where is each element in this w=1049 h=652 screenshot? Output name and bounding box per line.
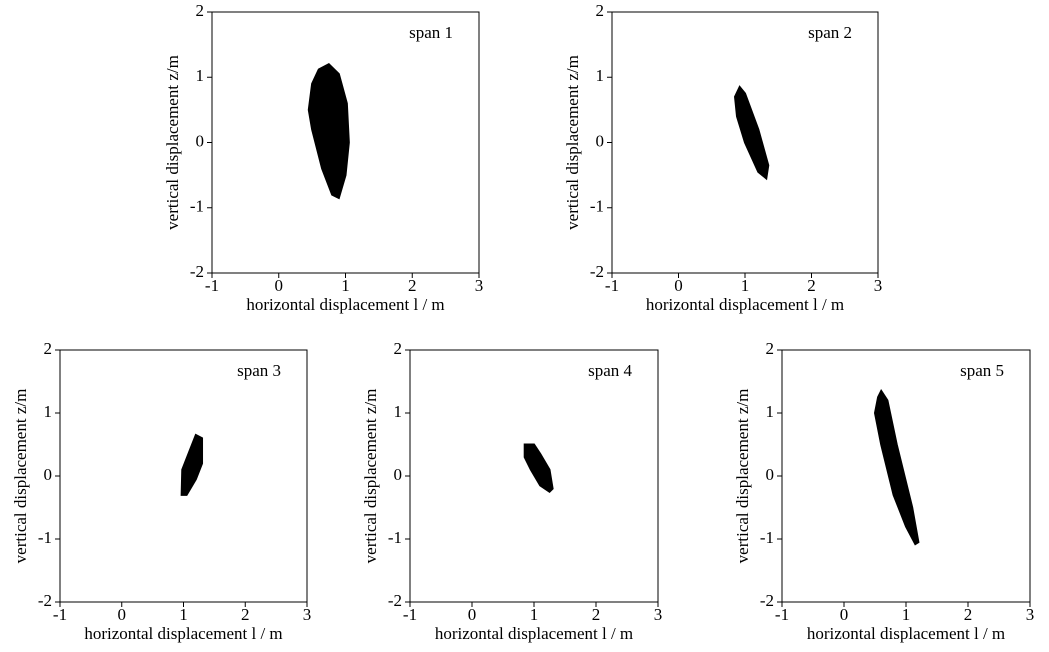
- y-axis-label: vertical displacement z/m: [361, 389, 380, 564]
- plot-frame: [781, 349, 1031, 603]
- x-tick-label: 3: [475, 276, 484, 295]
- x-tick-label: 0: [674, 276, 683, 295]
- y-tick-label: 1: [44, 402, 53, 421]
- x-tick-label: 2: [408, 276, 417, 295]
- y-axis-label: vertical displacement z/m: [563, 55, 582, 230]
- x-tick-label: 1: [902, 605, 911, 624]
- subplot-title: span 3: [237, 361, 281, 380]
- y-tick-label: 0: [394, 465, 403, 484]
- subplot-title: span 5: [960, 361, 1004, 380]
- y-tick-label: -1: [760, 528, 774, 547]
- x-tick-label: 2: [964, 605, 973, 624]
- y-tick-label: 1: [196, 66, 205, 85]
- x-tick-label: 3: [303, 605, 312, 624]
- x-axis-label: horizontal displacement l / m: [246, 295, 444, 314]
- y-tick-label: -2: [388, 591, 402, 610]
- x-tick-label: 0: [840, 605, 849, 624]
- x-tick-label: 0: [118, 605, 127, 624]
- y-tick-label: 0: [766, 465, 775, 484]
- y-tick-label: 2: [394, 339, 403, 358]
- trajectory: [307, 62, 350, 200]
- y-tick-label: -2: [590, 262, 604, 281]
- y-axis-label: vertical displacement z/m: [163, 55, 182, 230]
- x-tick-label: -1: [775, 605, 789, 624]
- x-tick-label: -1: [605, 276, 619, 295]
- x-tick-label: 3: [654, 605, 663, 624]
- subplot-title: span 4: [588, 361, 632, 380]
- trajectory: [873, 388, 920, 546]
- x-tick-label: 1: [741, 276, 750, 295]
- x-axis-label: horizontal displacement l / m: [435, 624, 633, 643]
- y-tick-label: -1: [388, 528, 402, 547]
- x-tick-label: 2: [592, 605, 601, 624]
- x-tick-label: 1: [341, 276, 350, 295]
- y-tick-label: 0: [196, 131, 205, 150]
- x-tick-label: 3: [874, 276, 883, 295]
- y-tick-label: 0: [44, 465, 53, 484]
- y-tick-label: 0: [596, 131, 605, 150]
- x-tick-label: 3: [1026, 605, 1035, 624]
- x-tick-label: -1: [53, 605, 67, 624]
- x-tick-label: -1: [403, 605, 417, 624]
- x-axis-label: horizontal displacement l / m: [646, 295, 844, 314]
- x-tick-label: 2: [807, 276, 816, 295]
- y-tick-label: -2: [760, 591, 774, 610]
- y-tick-label: -2: [190, 262, 204, 281]
- y-tick-label: -2: [38, 591, 52, 610]
- y-axis-label: vertical displacement z/m: [11, 389, 30, 564]
- y-tick-label: 2: [196, 1, 205, 20]
- y-tick-label: -1: [590, 197, 604, 216]
- subplot-title: span 2: [808, 23, 852, 42]
- x-axis-label: horizontal displacement l / m: [84, 624, 282, 643]
- x-tick-label: 1: [179, 605, 188, 624]
- trajectory: [734, 85, 770, 181]
- x-tick-label: 2: [241, 605, 250, 624]
- y-axis-label: vertical displacement z/m: [733, 389, 752, 564]
- y-tick-label: -1: [38, 528, 52, 547]
- y-tick-label: -1: [190, 197, 204, 216]
- x-tick-label: 1: [530, 605, 539, 624]
- y-tick-label: 1: [394, 402, 403, 421]
- y-tick-label: 1: [766, 402, 775, 421]
- y-tick-label: 2: [766, 339, 775, 358]
- y-tick-label: 2: [596, 1, 605, 20]
- x-axis-label: horizontal displacement l / m: [807, 624, 1005, 643]
- subplot-title: span 1: [409, 23, 453, 42]
- y-tick-label: 2: [44, 339, 53, 358]
- y-tick-label: 1: [596, 66, 605, 85]
- trajectory: [180, 433, 204, 496]
- x-tick-label: 0: [468, 605, 477, 624]
- x-tick-label: -1: [205, 276, 219, 295]
- x-tick-label: 0: [275, 276, 284, 295]
- trajectory: [523, 443, 554, 494]
